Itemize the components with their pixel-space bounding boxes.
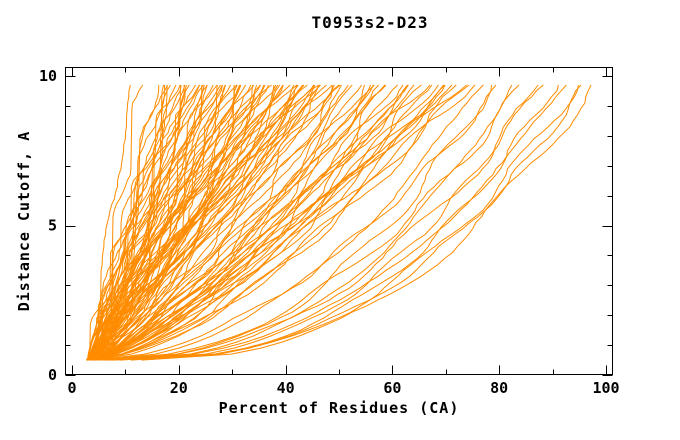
model-curve (89, 84, 226, 361)
model-curve (103, 84, 544, 361)
model-curve (94, 84, 415, 361)
model-curve (97, 84, 341, 361)
model-curve (99, 84, 467, 361)
model-curve (89, 84, 320, 361)
model-curve (99, 84, 408, 361)
model-curve (87, 84, 321, 361)
model-curve (89, 84, 279, 361)
model-curve (93, 84, 284, 361)
model-curve (111, 84, 582, 361)
model-curve (86, 84, 409, 361)
model-curve (96, 84, 342, 361)
model-curve (86, 84, 375, 361)
model-curve (108, 84, 567, 361)
model-curve (87, 84, 200, 361)
model-curve (90, 84, 445, 361)
model-curve (94, 84, 497, 361)
y-tick-label: 5 (48, 217, 57, 235)
chart-title: T0953s2-D23 (312, 13, 429, 32)
model-curve (120, 84, 559, 361)
model-curve (101, 84, 520, 361)
model-curve (98, 84, 298, 361)
x-tick-label: 40 (277, 379, 295, 397)
x-tick-label: 0 (67, 379, 76, 397)
model-curve (94, 84, 386, 361)
model-curve (99, 84, 380, 361)
model-curve (86, 84, 457, 361)
axis-ticks-layer (65, 67, 613, 376)
model-curve (141, 84, 592, 361)
model-curve (92, 84, 444, 361)
model-curve (90, 84, 335, 361)
tick-labels-layer: 0 20 40 60 80 100 0 5 10 (39, 67, 620, 397)
model-curve (98, 84, 275, 361)
model-curve (93, 84, 241, 361)
model-curve (92, 84, 305, 361)
model-curve (87, 84, 247, 361)
model-curve (94, 84, 365, 361)
model-curve (92, 84, 470, 361)
x-tick-label: 100 (592, 379, 619, 397)
model-curve (93, 84, 333, 361)
y-tick-label: 0 (48, 366, 57, 384)
model-curve (89, 84, 304, 361)
model-curve (94, 84, 476, 361)
y-tick-label: 10 (39, 67, 57, 85)
x-tick-label: 60 (383, 379, 401, 397)
model-curve (99, 84, 439, 361)
model-curve (92, 84, 327, 361)
model-curve (87, 84, 232, 361)
model-curve (86, 84, 433, 361)
model-curve (92, 84, 363, 361)
model-curves-layer (85, 84, 592, 361)
model-curve (99, 84, 349, 361)
model-curve (130, 84, 579, 361)
x-tick-label: 20 (170, 379, 188, 397)
x-tick-label: 80 (490, 379, 508, 397)
model-curve (87, 84, 298, 361)
y-axis-label: Distance Cutoff, A (15, 131, 33, 312)
model-curve (114, 84, 539, 361)
x-axis-label: Percent of Residues (CA) (219, 399, 460, 417)
model-curve (106, 84, 492, 361)
model-curve (87, 84, 254, 361)
model-curve (97, 84, 223, 361)
model-curve (96, 84, 431, 361)
